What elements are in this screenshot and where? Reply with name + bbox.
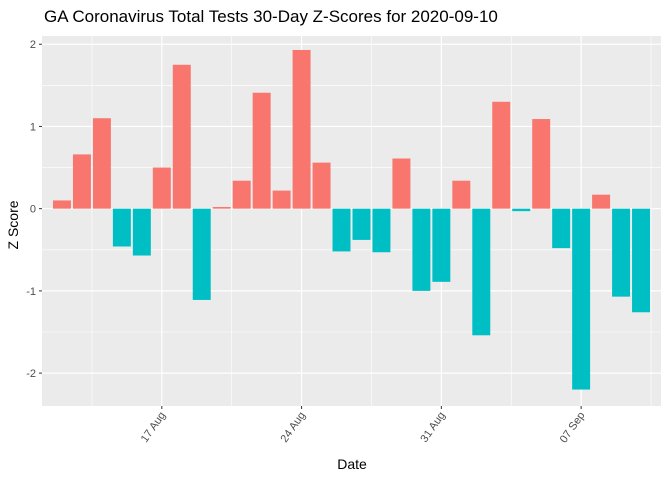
bar xyxy=(172,64,191,209)
y-tick-label: -1 xyxy=(26,286,36,298)
x-tick-label: 24 Aug xyxy=(279,410,308,445)
bar xyxy=(452,180,471,209)
y-tick-label: -2 xyxy=(26,368,36,380)
bar xyxy=(272,190,291,209)
bar xyxy=(232,180,251,209)
bar xyxy=(592,194,611,209)
bar xyxy=(392,158,411,209)
x-axis-title: Date xyxy=(337,456,367,472)
bar xyxy=(252,92,271,209)
x-tick-label: 31 Aug xyxy=(418,410,447,445)
bars xyxy=(52,49,651,390)
y-tick-label: 1 xyxy=(30,121,36,133)
bar xyxy=(472,208,491,336)
bar xyxy=(612,208,631,297)
bar xyxy=(352,208,371,240)
bar xyxy=(512,208,531,212)
y-axis: 2 1 0 -1 -2 xyxy=(26,39,42,380)
x-axis: 17 Aug 24 Aug 31 Aug 07 Sep xyxy=(139,406,588,445)
y-axis-title: Z Score xyxy=(5,200,21,249)
x-tick-label: 17 Aug xyxy=(139,410,168,445)
bar xyxy=(412,208,431,291)
bar xyxy=(92,118,111,209)
x-tick-label: 07 Sep xyxy=(558,410,588,445)
y-tick-label: 2 xyxy=(30,39,36,51)
bar xyxy=(52,200,71,209)
bar xyxy=(292,49,311,209)
bar xyxy=(552,208,571,249)
bar xyxy=(152,167,171,209)
bar xyxy=(532,119,551,209)
y-tick-label: 0 xyxy=(30,204,36,216)
bar xyxy=(212,207,231,209)
bar xyxy=(372,208,391,253)
bar xyxy=(312,162,331,209)
bar xyxy=(72,154,91,209)
bar xyxy=(132,208,151,256)
bar xyxy=(492,101,511,209)
chart-title: GA Coronavirus Total Tests 30-Day Z-Scor… xyxy=(44,7,498,26)
bar xyxy=(112,208,131,247)
bar xyxy=(432,208,451,282)
bar xyxy=(572,208,591,390)
bar xyxy=(632,208,651,313)
bar xyxy=(192,208,211,300)
bar xyxy=(332,208,351,252)
